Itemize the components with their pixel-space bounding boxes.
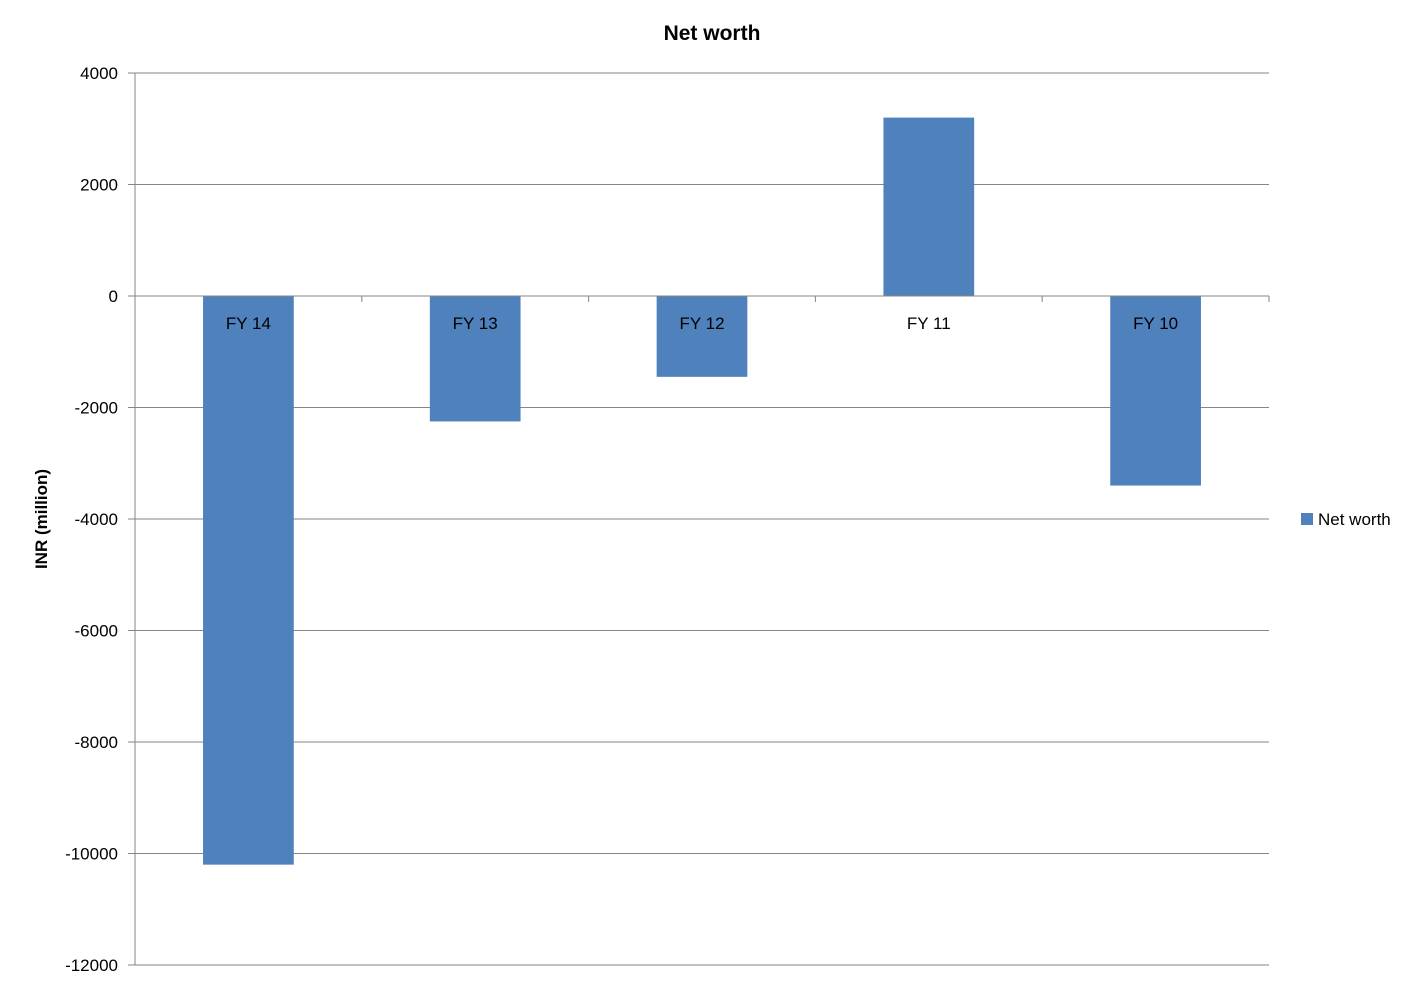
- bar-fy-13: [429, 296, 521, 422]
- y-tick-label: -10000: [65, 845, 118, 864]
- y-tick-label: -4000: [75, 510, 118, 529]
- axes: [134, 73, 1270, 965]
- x-tick-label: FY 10: [1133, 314, 1178, 333]
- y-tick-label: -2000: [75, 399, 118, 418]
- y-tick-label: 2000: [80, 176, 118, 195]
- legend: Net worth: [1301, 510, 1391, 529]
- bar-fy-10: [1110, 296, 1201, 486]
- x-tick-label: FY 13: [453, 314, 498, 333]
- y-tick-label: -12000: [65, 956, 118, 975]
- x-tick-label: FY 11: [907, 314, 951, 333]
- y-tick-label: -8000: [75, 733, 118, 752]
- bar-fy-11: [883, 117, 975, 296]
- x-tick-label: FY 14: [226, 314, 271, 333]
- gridlines: [135, 72, 1269, 966]
- x-tick-label: FY 12: [679, 314, 724, 333]
- y-tick-label: 4000: [80, 64, 118, 83]
- y-tick-label: -6000: [75, 622, 118, 641]
- bar-fy-12: [656, 296, 748, 377]
- y-axis-ticks: 4000 2000 0 -2000 -4000 -6000 -8000 -10000 -1200…: [65, 64, 135, 975]
- chart-title: Net worth: [664, 22, 761, 45]
- legend-label: Net worth: [1318, 510, 1391, 529]
- y-tick-label: 0: [109, 287, 118, 306]
- x-axis-ticks: FY 14 FY 13 FY 12 FY 11 FY 10: [226, 314, 1178, 333]
- y-axis-label: INR (million): [32, 469, 51, 569]
- bars: [203, 117, 1201, 865]
- legend-swatch: [1301, 513, 1313, 525]
- bar-fy-14: [203, 296, 294, 865]
